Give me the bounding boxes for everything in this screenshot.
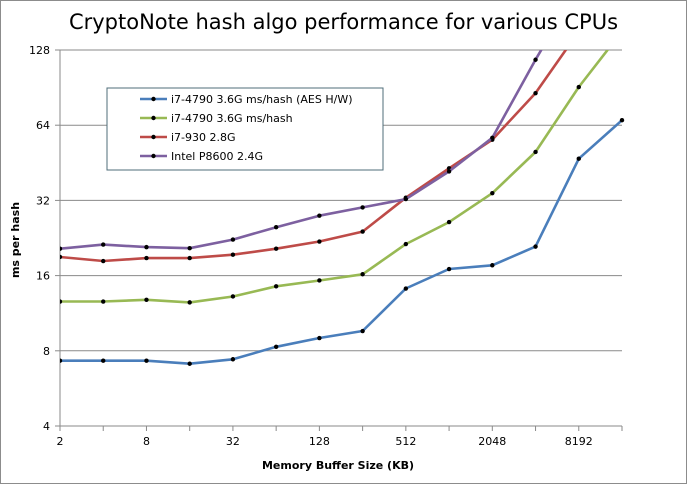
legend-marker: [151, 153, 156, 159]
legend-label: Intel P8600 2.4G: [171, 150, 263, 163]
data-point: [144, 244, 149, 250]
data-point: [273, 344, 279, 350]
data-point: [187, 255, 192, 261]
data-point: [360, 229, 365, 234]
data-point: [490, 190, 495, 196]
data-point: [187, 300, 192, 305]
data-point: [446, 219, 452, 225]
plot-area: [60, 50, 625, 366]
legend-label: i7-930 2.8G: [171, 131, 236, 144]
gridlines: [60, 49, 622, 352]
axes: [55, 49, 623, 431]
data-point: [101, 242, 106, 247]
data-point: [230, 237, 236, 242]
data-point: [273, 224, 279, 230]
data-point: [273, 246, 279, 251]
legend-marker: [151, 115, 156, 121]
series-group: [60, 50, 625, 366]
y-tick-label: 64: [36, 119, 50, 132]
x-tick-label: 8: [143, 435, 150, 448]
x-tick-label: 2: [57, 435, 64, 448]
series-line-2: [60, 50, 610, 304]
data-point: [533, 149, 538, 155]
data-point: [187, 361, 192, 366]
data-point: [60, 299, 63, 304]
data-point: [273, 284, 279, 289]
data-point: [144, 358, 149, 363]
data-point: [446, 169, 452, 174]
legend-marker: [151, 96, 156, 102]
series-line-1: [60, 119, 623, 366]
data-point: [533, 57, 538, 62]
x-tick-label: 2048: [478, 435, 506, 448]
x-axis-tick-labels: 2 8 32 128 512 2048 8192: [57, 435, 593, 448]
data-point: [101, 258, 106, 264]
y-tick-label: 128: [29, 44, 50, 57]
data-point: [490, 263, 495, 268]
data-point: [60, 246, 63, 251]
data-point: [576, 84, 581, 90]
x-tick-label: 32: [226, 435, 240, 448]
y-tick-label: 8: [43, 345, 50, 358]
x-axis-title: Memory Buffer Size (KB): [262, 459, 414, 472]
data-point: [101, 358, 106, 363]
data-point: [317, 213, 322, 218]
y-axis-title: ms per hash: [9, 202, 22, 278]
data-point: [403, 286, 409, 291]
legend-label: i7-4790 3.6G ms/hash (AES H/W): [171, 93, 352, 106]
data-point: [317, 239, 322, 244]
x-tick-label: 128: [309, 435, 330, 448]
legend-label: i7-4790 3.6G ms/hash: [171, 112, 293, 125]
data-point: [533, 244, 538, 249]
legend: i7-4790 3.6G ms/hash (AES H/W) i7-4790 3.…: [106, 87, 384, 171]
chart-title: CryptoNote hash algo performance for var…: [68, 10, 619, 34]
data-point: [144, 297, 149, 303]
data-point: [317, 278, 322, 283]
data-point: [230, 357, 236, 362]
legend-box: [106, 87, 384, 171]
data-point: [60, 358, 63, 363]
data-point: [360, 205, 365, 210]
data-point: [403, 196, 409, 202]
data-point: [230, 252, 236, 257]
data-point: [360, 328, 365, 334]
data-point: [490, 135, 495, 140]
data-point: [360, 272, 365, 277]
y-axis-tick-labels: 4 8 16 32 64 128: [29, 44, 50, 433]
x-tick-label: 512: [395, 435, 416, 448]
data-point: [187, 245, 192, 251]
y-tick-label: 32: [36, 194, 50, 207]
legend-marker: [151, 134, 156, 140]
data-point: [403, 241, 409, 247]
data-point: [446, 266, 452, 272]
data-point: [533, 90, 538, 96]
data-point: [317, 335, 322, 341]
x-tick-label: 8192: [565, 435, 593, 448]
data-point: [60, 254, 63, 260]
data-point: [576, 156, 581, 161]
data-point: [230, 294, 236, 299]
y-tick-label: 16: [36, 270, 50, 283]
data-point: [144, 255, 149, 261]
y-tick-label: 4: [43, 420, 50, 433]
data-point: [619, 118, 625, 123]
data-point: [101, 299, 106, 304]
